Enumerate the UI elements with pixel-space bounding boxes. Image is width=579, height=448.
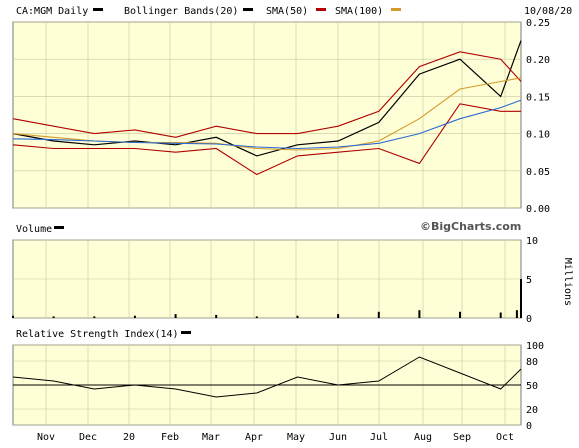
rsi-title: Relative Strength Index(14) xyxy=(16,329,179,340)
volume-bar xyxy=(52,316,55,318)
volume-bar xyxy=(459,311,461,318)
x-tick-label: Nov xyxy=(37,432,55,443)
x-tick-label: Apr xyxy=(245,432,263,443)
volume-bar xyxy=(174,314,177,318)
volume-bar xyxy=(133,315,136,318)
volume-y-tick-label: 0 xyxy=(526,314,532,325)
bollinger-lower-line xyxy=(12,103,521,176)
rsi-y-tick-label: 80 xyxy=(526,357,538,368)
price-y-tick-label: 0.05 xyxy=(526,167,550,178)
chart-date: 10/08/20 xyxy=(524,6,572,17)
volume-bar xyxy=(499,312,502,318)
bollinger-upper-line xyxy=(12,51,522,138)
price-y-tick-label: 0.25 xyxy=(526,18,550,29)
rsi-y-ticks: 100 80 50 20 0 xyxy=(526,341,544,432)
volume-bar xyxy=(296,315,299,318)
x-tick-label: Dec xyxy=(79,432,97,443)
volume-unit: Millions xyxy=(562,258,573,306)
volume-y-ticks: 10 5 0 xyxy=(526,236,538,325)
bollinger-legend-swatch xyxy=(243,8,253,11)
x-tick-label: Oct xyxy=(496,432,514,443)
rsi-legend-swatch xyxy=(181,331,191,334)
price-legend-swatch xyxy=(93,8,103,11)
x-tick-label: Feb xyxy=(161,432,179,443)
volume-bar xyxy=(418,310,421,318)
rsi-y-tick-label: 100 xyxy=(526,341,544,352)
volume-bar xyxy=(255,316,258,318)
price-y-tick-label: 0.20 xyxy=(526,55,550,66)
x-tick-label: Sep xyxy=(453,432,471,443)
volume-title: Volume xyxy=(16,224,52,235)
rsi-gridlines xyxy=(13,344,521,426)
legend-sma50: SMA(50) xyxy=(266,6,308,17)
volume-bars xyxy=(12,279,522,318)
legend-sma100: SMA(100) xyxy=(335,6,383,17)
volume-bar xyxy=(337,314,340,318)
chart-title: CA:MGM Daily xyxy=(16,6,88,17)
x-tick-label: 20 xyxy=(123,432,135,443)
volume-bar xyxy=(520,279,522,318)
sma100-line xyxy=(12,99,522,150)
x-tick-label: Jul xyxy=(370,432,388,443)
volume-bar xyxy=(12,315,14,318)
price-gridlines xyxy=(13,21,521,209)
rsi-series xyxy=(12,356,522,398)
price-y-ticks: 0.25 0.20 0.15 0.10 0.05 0.00 xyxy=(526,18,550,215)
volume-bar xyxy=(377,311,380,318)
sma50-legend-swatch xyxy=(316,8,326,11)
sma100-legend-swatch xyxy=(391,8,401,11)
x-tick-label: Aug xyxy=(414,432,432,443)
price-line xyxy=(12,40,522,157)
price-y-tick-label: 0.00 xyxy=(526,204,550,215)
legend-bollinger: Bollinger Bands(20) xyxy=(124,6,238,17)
volume-bar xyxy=(515,310,518,318)
price-panel xyxy=(12,21,522,209)
rsi-y-tick-label: 20 xyxy=(526,405,538,416)
x-tick-label: May xyxy=(287,432,305,443)
rsi-y-tick-label: 50 xyxy=(526,381,538,392)
price-y-tick-label: 0.10 xyxy=(526,130,550,141)
volume-y-tick-label: 10 xyxy=(526,236,538,247)
volume-legend-swatch xyxy=(54,226,64,229)
price-series-group xyxy=(12,40,522,176)
volume-bar xyxy=(93,316,96,318)
x-tick-label: Jun xyxy=(329,432,347,443)
x-tick-label: Mar xyxy=(202,432,220,443)
volume-bar xyxy=(215,314,218,318)
rsi-line xyxy=(12,356,522,398)
rsi-y-tick-label: 0 xyxy=(526,421,532,432)
volume-y-tick-label: 5 xyxy=(526,275,532,286)
x-axis-ticks: Nov Dec 20 Feb Mar Apr May Jun Jul Aug Sep Oct xyxy=(37,432,514,443)
volume-gridlines xyxy=(13,239,521,319)
price-y-tick-label: 0.15 xyxy=(526,92,550,103)
credit-text: ©BigCharts.com xyxy=(420,220,521,233)
